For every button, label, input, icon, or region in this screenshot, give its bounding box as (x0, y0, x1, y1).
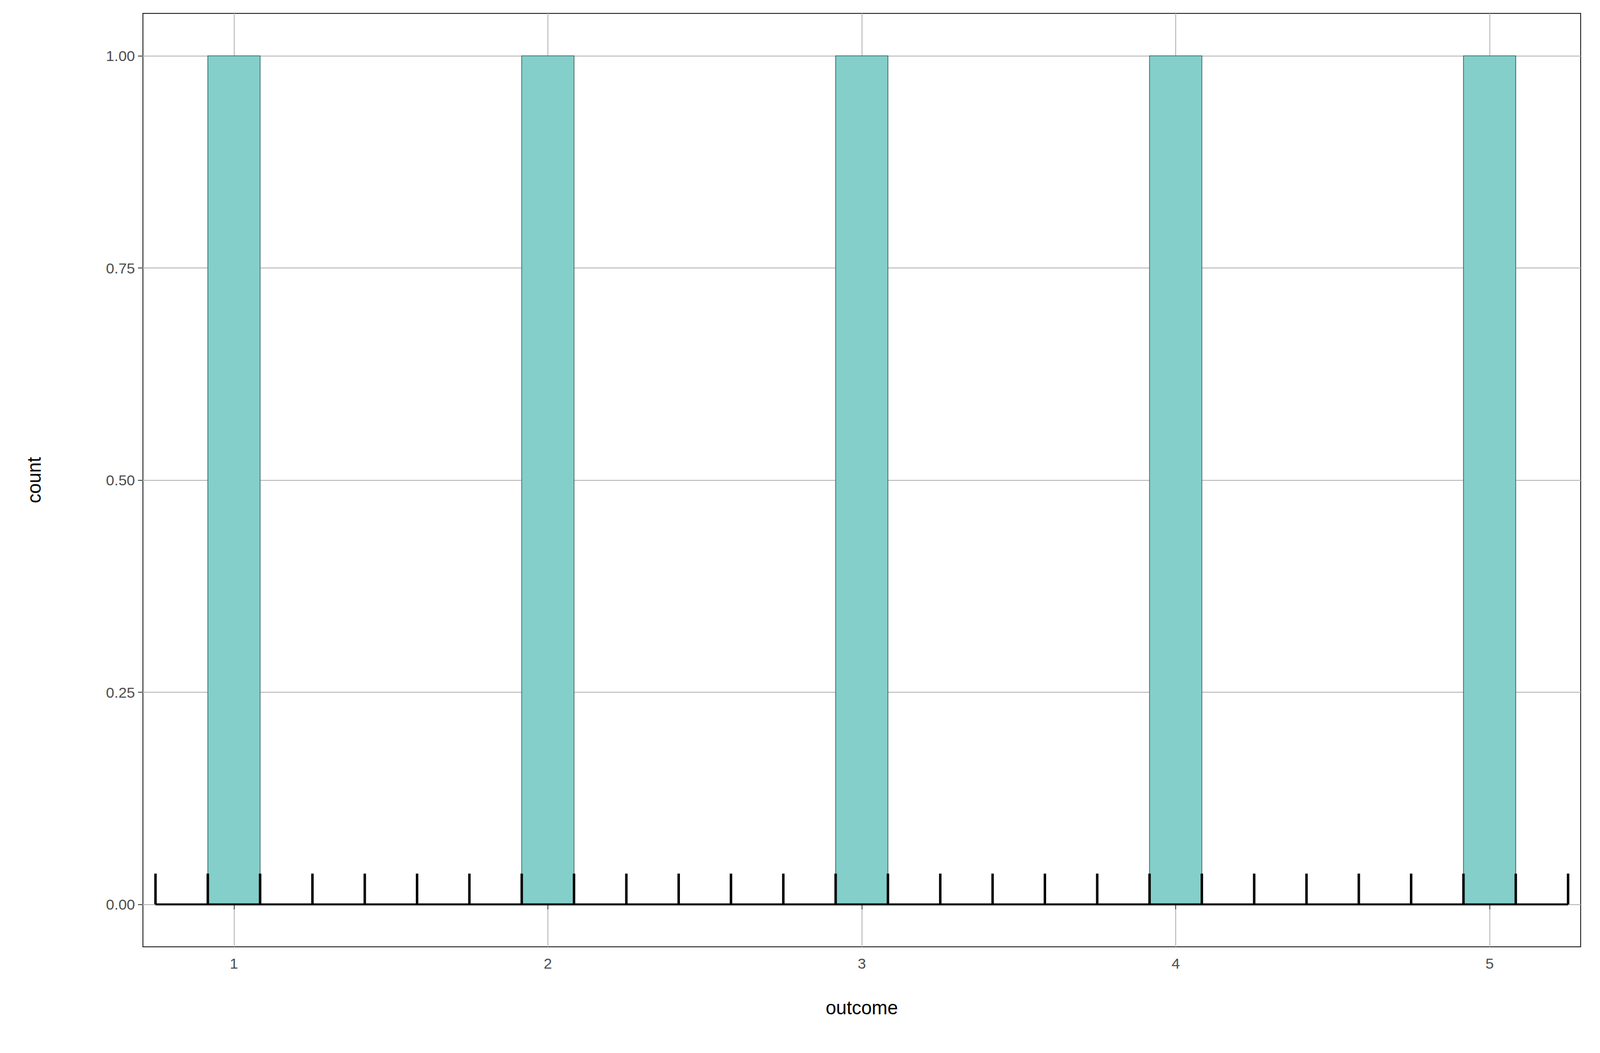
svg-text:2: 2 (543, 955, 553, 972)
svg-text:0.75: 0.75 (106, 260, 135, 277)
svg-text:0.50: 0.50 (106, 471, 135, 489)
svg-text:count: count (23, 457, 45, 504)
svg-text:4: 4 (1171, 955, 1181, 972)
svg-text:3: 3 (857, 955, 867, 972)
svg-text:5: 5 (1485, 955, 1494, 972)
svg-text:1.00: 1.00 (106, 47, 135, 65)
svg-text:0.25: 0.25 (106, 684, 135, 701)
svg-text:outcome: outcome (825, 997, 899, 1019)
svg-text:0.00: 0.00 (106, 896, 135, 913)
svg-text:1: 1 (229, 955, 239, 972)
